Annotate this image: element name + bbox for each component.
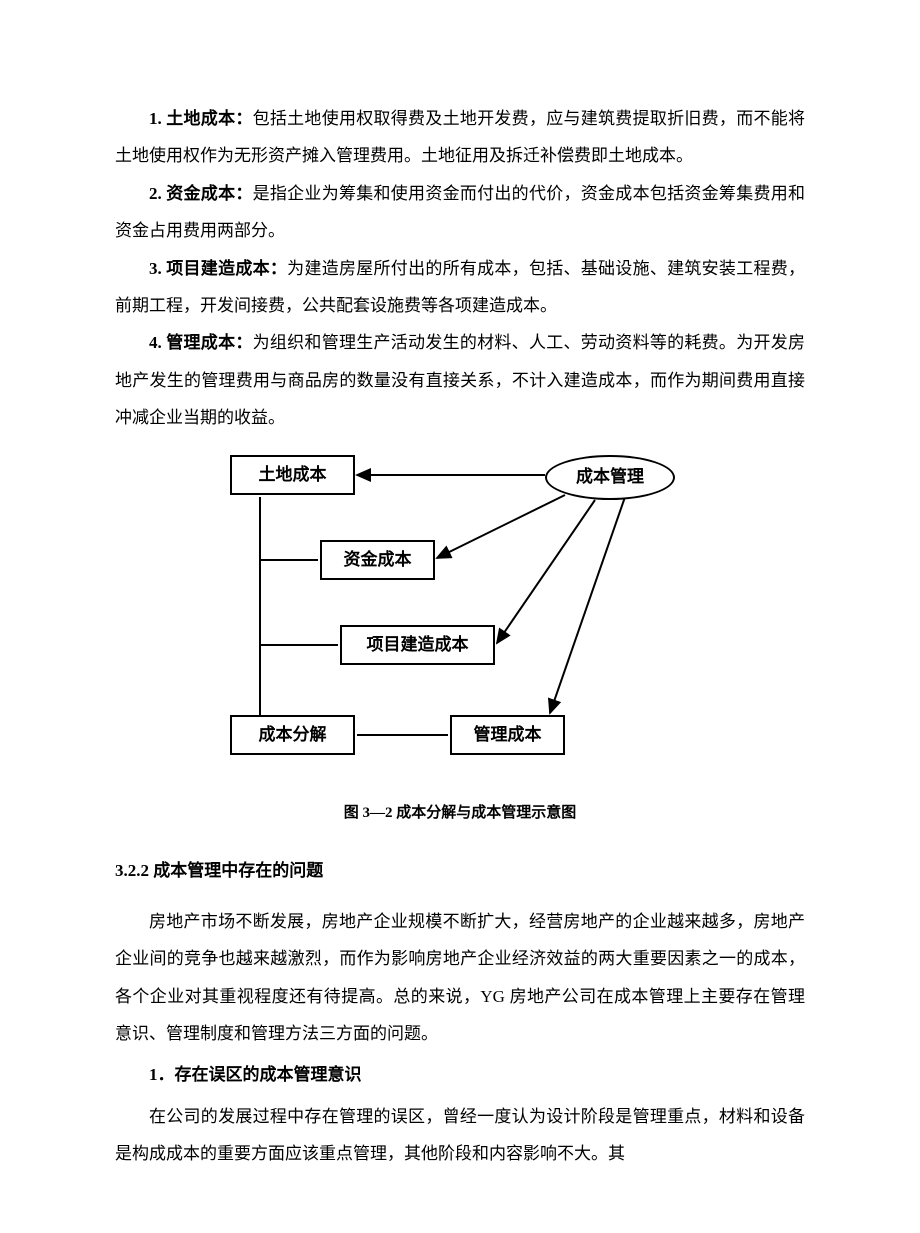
item-land-cost: 1. 土地成本：包括土地使用权取得费及土地开发费，应与建筑费提取折旧费，而不能将… — [115, 100, 805, 175]
item3-label: 3. 项目建造成本： — [149, 259, 287, 278]
item2-label: 2. 资金成本： — [149, 184, 253, 203]
section-p2: 在公司的发展过程中存在管理的误区，曾经一度认为设计阶段是管理重点，材料和设备是构… — [115, 1098, 805, 1173]
node-land: 土地成本 — [230, 455, 355, 495]
section-p1: 房地产市场不断发展，房地产企业规模不断扩大，经营房地产的企业越来越多，房地产企业… — [115, 903, 805, 1053]
item4-label: 4. 管理成本： — [149, 333, 253, 352]
figure-caption: 图 3—2 成本分解与成本管理示意图 — [344, 797, 577, 830]
item-fund-cost: 2. 资金成本：是指企业为筹集和使用资金而付出的代价，资金成本包括资金筹集费用和… — [115, 175, 805, 250]
node-decomp: 成本分解 — [230, 715, 355, 755]
node-build: 项目建造成本 — [340, 625, 495, 665]
node-fund: 资金成本 — [320, 540, 435, 580]
item-mgmt-cost: 4. 管理成本：为组织和管理生产活动发生的材料、人工、劳动资料等的耗费。为开发房… — [115, 324, 805, 436]
section-heading-3-2-2: 3.2.2 成本管理中存在的问题 — [115, 852, 805, 889]
node-cost: 管理成本 — [450, 715, 565, 755]
edge-mgmt-cost — [550, 497, 625, 713]
node-mgmt: 成本管理 — [545, 455, 675, 500]
item-build-cost: 3. 项目建造成本：为建造房屋所付出的所有成本，包括、基础设施、建筑安装工程费，… — [115, 250, 805, 325]
item1-label: 1. 土地成本： — [149, 109, 253, 128]
edge-mgmt-fund — [437, 495, 565, 558]
diagram-canvas: 土地成本 成本管理资金成本项目建造成本成本分解 管理成本 — [215, 455, 705, 785]
edge-mgmt-build — [497, 500, 595, 643]
figure-3-2: 土地成本 成本管理资金成本项目建造成本成本分解 管理成本 图 3—2 成本分解与成本… — [115, 455, 805, 830]
section-subheading: 1．存在误区的成本管理意识 — [115, 1056, 805, 1093]
